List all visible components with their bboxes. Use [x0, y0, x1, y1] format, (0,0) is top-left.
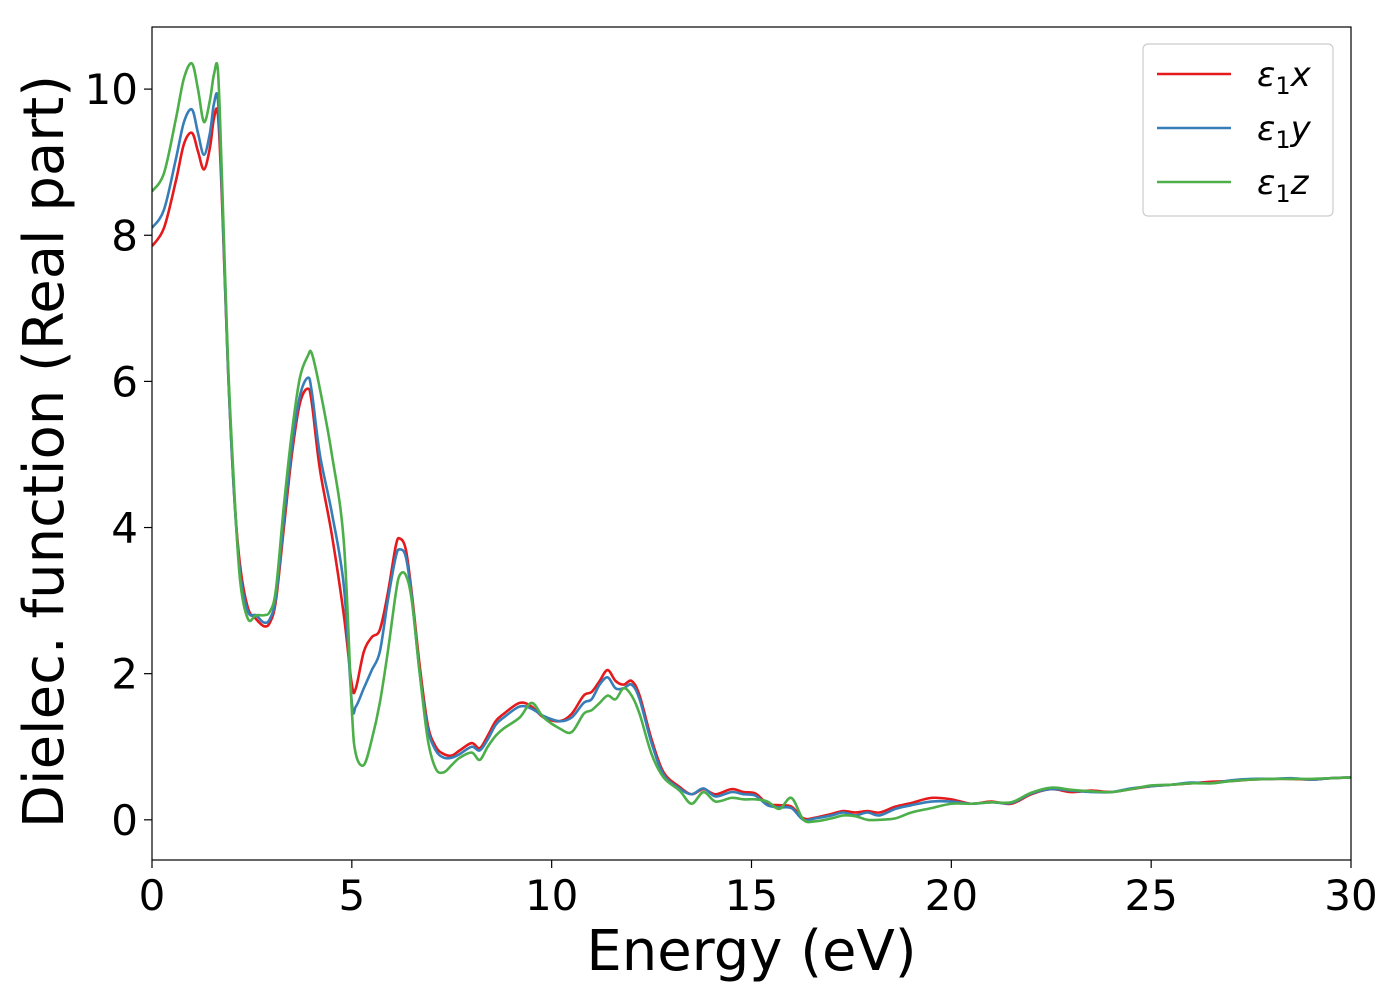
- legend-item-z: ε1z: [1157, 163, 1310, 208]
- legend-box: [1142, 43, 1334, 217]
- x-axis: 0 5 10 15 20 25 30: [139, 860, 1378, 920]
- legend-label: ε1z: [1257, 163, 1310, 208]
- x-tick-label: 20: [925, 871, 978, 920]
- y-tick-label: 6: [111, 357, 138, 406]
- x-axis-label: Energy (eV): [586, 919, 916, 984]
- y-axis: 0 2 4 6 8 10: [85, 65, 152, 845]
- y-tick-label: 4: [111, 504, 138, 553]
- legend-label: ε1x: [1257, 55, 1312, 100]
- y-tick-label: 2: [111, 650, 138, 699]
- x-tick-label: 15: [725, 871, 778, 920]
- x-tick-label: 0: [139, 871, 166, 920]
- legend: ε1x ε1y ε1z: [1142, 43, 1334, 217]
- x-tick-label: 25: [1124, 871, 1177, 920]
- series-line-z: [152, 61, 1351, 824]
- legend-item-x: ε1x: [1157, 55, 1312, 100]
- x-tick-label: 5: [338, 871, 365, 920]
- x-tick-label: 10: [525, 871, 578, 920]
- y-tick-label: 10: [85, 65, 138, 114]
- y-tick-label: 0: [111, 796, 138, 845]
- y-axis-label: Dielec. function (Real part): [12, 75, 77, 828]
- y-tick-label: 8: [111, 211, 138, 260]
- legend-label: ε1y: [1257, 109, 1312, 154]
- series-layer: [152, 61, 1351, 824]
- x-tick-label: 30: [1324, 871, 1377, 920]
- legend-item-y: ε1y: [1157, 109, 1312, 154]
